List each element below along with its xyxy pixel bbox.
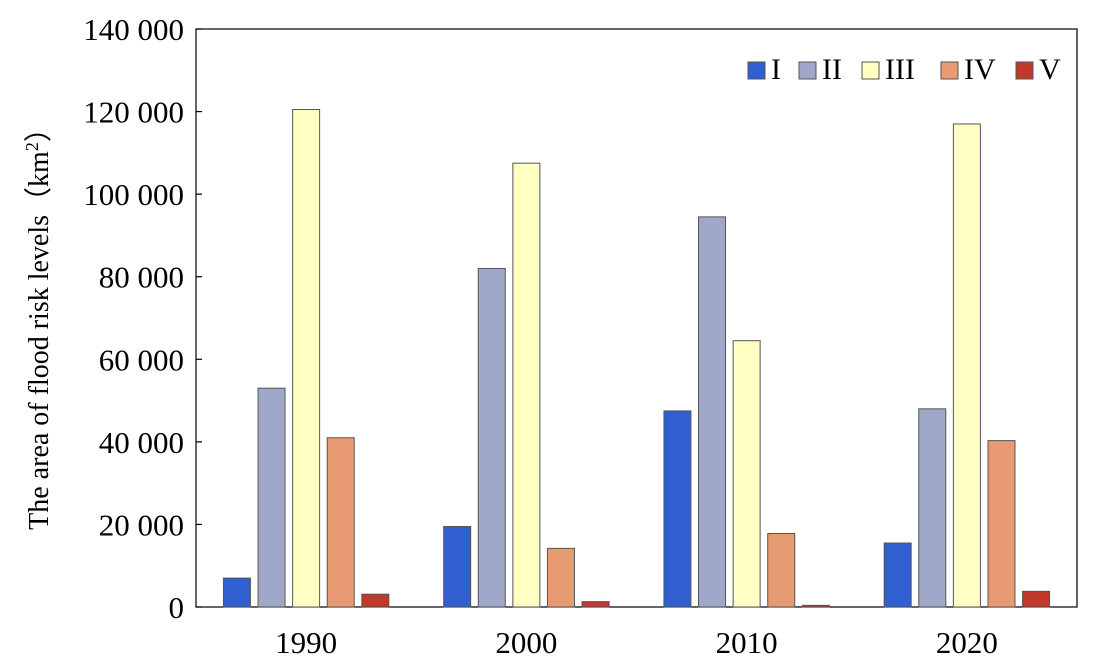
bar-IV-1990 <box>326 437 355 608</box>
x-tick-label: 2010 <box>716 625 778 660</box>
x-tick-label: 2000 <box>495 625 557 660</box>
bar-II-2010 <box>698 216 727 608</box>
svg-text:The area of flood risk levels（: The area of flood risk levels（km2） <box>22 114 55 530</box>
bar-I-2020 <box>883 542 912 608</box>
y-tick-label: 20 000 <box>99 507 184 542</box>
legend-label-III: III <box>885 53 915 86</box>
bar-V-1990 <box>361 593 390 608</box>
bar-III-1990 <box>292 109 321 608</box>
bar-V-2020 <box>1022 590 1051 608</box>
bars <box>222 109 1051 608</box>
y-axis-title-end: ） <box>23 114 55 142</box>
bar-II-1990 <box>257 387 286 608</box>
bar-III-2000 <box>512 162 541 608</box>
plot-area-border <box>195 28 1078 608</box>
bar-III-2010 <box>732 340 761 608</box>
legend-swatch-I <box>747 61 766 80</box>
legend-label-II: II <box>822 53 842 86</box>
legend-swatch-III <box>861 61 880 80</box>
legend-swatch-IV <box>940 61 959 80</box>
x-tick-label: 1990 <box>275 625 337 660</box>
bar-I-1990 <box>222 577 251 608</box>
bar-IV-2000 <box>546 547 575 608</box>
legend: I II III IV V <box>747 53 1061 86</box>
y-tick-label: 60 000 <box>99 342 184 377</box>
y-axis-title-superscript: 2 <box>22 142 42 151</box>
legend-label-I: I <box>771 53 781 86</box>
bar-III-2020 <box>952 123 981 608</box>
bar-II-2020 <box>918 408 947 608</box>
bar-I-2010 <box>663 410 692 608</box>
bar-IV-2010 <box>767 533 796 608</box>
legend-swatch-II <box>798 61 817 80</box>
y-tick-label: 100 000 <box>83 177 184 212</box>
bar-V-2000 <box>581 601 610 608</box>
legend-label-IV: IV <box>964 53 996 86</box>
y-axis-title-main: The area of flood risk levels（km <box>23 151 55 530</box>
legend-swatch-V <box>1015 61 1034 80</box>
y-tick-label: 80 000 <box>99 260 184 295</box>
plot-frame <box>195 28 1078 608</box>
bar-IV-2020 <box>987 440 1016 608</box>
y-tick-label: 120 000 <box>83 95 184 130</box>
y-tick-label: 0 <box>169 590 185 625</box>
bar-I-2000 <box>443 525 472 608</box>
bar-II-2000 <box>477 267 506 608</box>
y-tick-label: 140 000 <box>83 12 184 47</box>
y-tick-label: 40 000 <box>99 425 184 460</box>
y-axis: 0 20 000 40 000 60 000 80 000 100 000 120 000 1… <box>83 12 202 625</box>
y-axis-title: The area of flood risk levels（km2） <box>22 114 55 530</box>
x-axis: 1990 2000 2010 2020 <box>275 625 998 660</box>
legend-label-V: V <box>1039 53 1061 86</box>
bar-V-2010 <box>801 604 830 608</box>
x-tick-label: 2020 <box>936 625 998 660</box>
